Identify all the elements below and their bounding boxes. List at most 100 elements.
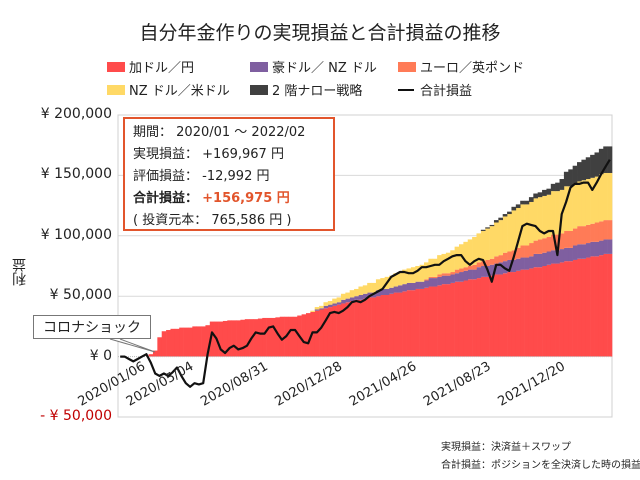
bar-3-week-83 — [480, 261, 486, 266]
bar-3-week-107 — [585, 224, 591, 244]
bar-4-week-48 — [327, 301, 333, 305]
bar-4-week-67 — [410, 267, 416, 283]
bar-1-week-32 — [257, 318, 263, 357]
bar-4-week-52 — [345, 292, 350, 299]
bar-3-week-80 — [467, 266, 473, 270]
legend-item-nzd-usd: NZ ドル／米ドル — [107, 80, 230, 99]
legend-swatch — [107, 61, 125, 72]
bar-1-week-81 — [472, 279, 477, 357]
bar-1-week-63 — [393, 292, 399, 357]
bar-3-week-89 — [507, 251, 512, 260]
bar-1-week-76 — [450, 282, 455, 357]
bar-2-week-72 — [432, 278, 438, 287]
bar-2-week-98 — [546, 251, 552, 265]
bar-4-week-100 — [555, 191, 560, 235]
corona-shock-callout: コロナショック — [33, 315, 151, 339]
bar-5-week-87 — [498, 217, 504, 221]
bar-1-week-99 — [550, 263, 556, 357]
bar-3-week-88 — [502, 252, 508, 262]
bar-1-week-111 — [603, 253, 608, 357]
bar-1-week-75 — [445, 284, 451, 357]
bar-2-week-95 — [533, 253, 538, 268]
bar-4-week-94 — [528, 201, 534, 244]
bar-1-week-36 — [275, 317, 281, 357]
bar-1-week-29 — [244, 319, 250, 357]
bar-1-week-56 — [362, 298, 368, 357]
bar-4-week-80 — [467, 239, 473, 266]
bar-2-week-50 — [336, 302, 342, 305]
bar-2-week-76 — [450, 274, 455, 283]
bar-3-week-102 — [563, 230, 569, 248]
bar-1-week-112 — [607, 253, 613, 357]
unrealized-value: -12,992 円 — [202, 169, 270, 184]
legend-label: 豪ドル／ NZ ドル — [272, 61, 377, 76]
bar-4-week-62 — [389, 275, 394, 288]
bar-4-week-99 — [550, 191, 556, 235]
bar-1-week-37 — [279, 316, 285, 357]
bar-5-week-86 — [493, 220, 499, 223]
bar-2-week-63 — [393, 286, 399, 293]
bar-5-week-88 — [502, 214, 508, 217]
bar-3-week-87 — [498, 255, 504, 263]
bar-2-week-53 — [349, 297, 355, 302]
bar-1-week-12 — [170, 328, 176, 357]
footnote-realized: 実現損益：決済益＋スワップ — [441, 442, 571, 453]
bar-2-week-108 — [590, 241, 595, 257]
bar-4-week-83 — [480, 230, 486, 262]
bar-3-week-112 — [607, 220, 613, 240]
bar-3-week-84 — [485, 259, 490, 266]
bar-5-week-107 — [585, 157, 591, 180]
bar-1-week-51 — [340, 303, 346, 357]
bar-1-week-40 — [292, 316, 298, 357]
total-value: +156,975 円 — [202, 191, 290, 206]
bar-2-week-66 — [406, 282, 412, 291]
legend-item-narrow-strategy: 2 階ナロー戦略 — [250, 80, 362, 99]
bar-2-week-100 — [555, 250, 560, 264]
bar-3-week-93 — [524, 245, 530, 258]
bar-1-week-9 — [157, 337, 163, 357]
bar-1-week-48 — [327, 307, 333, 357]
bar-3-week-72 — [432, 276, 438, 279]
bar-3-week-108 — [590, 223, 595, 242]
bar-2-week-45 — [314, 309, 320, 311]
bar-2-week-97 — [542, 252, 547, 266]
bar-1-week-69 — [419, 288, 425, 357]
legend-item-cad-jpy: 加ドル／円 — [107, 57, 194, 76]
bar-1-week-19 — [201, 326, 206, 357]
principal-row: ( 投資元本： 765,586 円 ) — [133, 213, 292, 228]
x-tick-label: 2021/04/26 — [347, 359, 419, 409]
bar-4-week-106 — [581, 180, 587, 227]
bar-4-week-74 — [441, 253, 447, 274]
bar-4-week-69 — [419, 264, 425, 282]
bar-1-week-57 — [367, 297, 372, 357]
bar-4-week-111 — [603, 172, 608, 221]
bar-2-week-81 — [472, 269, 477, 280]
bar-4-week-102 — [563, 186, 569, 231]
bar-1-week-89 — [507, 272, 512, 357]
bar-2-week-92 — [520, 257, 525, 270]
bar-3-week-77 — [454, 269, 460, 274]
bar-2-week-51 — [340, 299, 346, 304]
bar-4-week-59 — [375, 279, 381, 291]
bar-2-week-80 — [467, 269, 473, 280]
bar-1-week-18 — [196, 326, 202, 357]
bar-5-week-112 — [607, 146, 613, 173]
y-tick-label: ¥ 200,000 — [40, 106, 112, 122]
bar-5-week-94 — [528, 197, 534, 202]
bar-1-week-21 — [209, 321, 215, 357]
bar-1-week-65 — [402, 291, 407, 357]
bar-2-week-64 — [397, 285, 403, 293]
bar-2-week-60 — [380, 288, 385, 295]
bar-3-week-103 — [568, 230, 573, 248]
bar-5-week-83 — [480, 229, 486, 231]
bar-1-week-24 — [222, 320, 228, 357]
legend-label: 2 階ナロー戦略 — [272, 84, 363, 99]
bar-1-week-101 — [559, 262, 565, 357]
callout-pointer — [109, 338, 156, 353]
bar-2-week-54 — [354, 296, 359, 300]
bar-4-week-53 — [349, 290, 355, 298]
bar-5-week-109 — [594, 152, 600, 177]
bar-1-week-87 — [498, 274, 504, 357]
bar-4-week-79 — [463, 241, 469, 268]
bar-1-week-23 — [218, 321, 224, 357]
